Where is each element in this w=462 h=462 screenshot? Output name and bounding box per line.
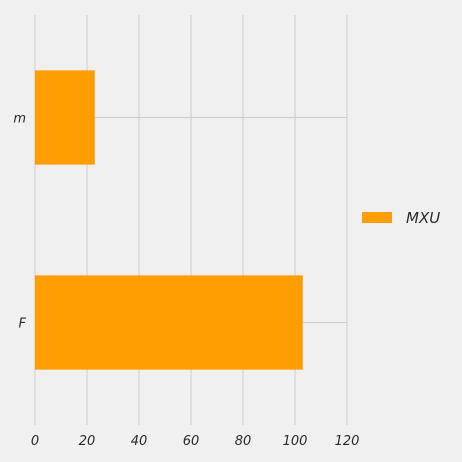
x-tick-label: 0 <box>31 434 39 449</box>
bar-F <box>35 275 303 370</box>
bar-m <box>35 70 95 165</box>
x-tick-label: 80 <box>235 434 252 449</box>
x-tick-label: 40 <box>131 434 148 449</box>
x-tick-label: 20 <box>79 434 96 449</box>
y-axis-ticks: mF <box>13 112 26 332</box>
bars <box>35 70 303 370</box>
legend-swatch <box>362 212 392 223</box>
legend-label: MXU <box>406 209 440 227</box>
legend: MXU <box>362 209 440 227</box>
x-tick-label: 60 <box>183 434 200 449</box>
y-tick-label: F <box>19 317 27 332</box>
x-tick-label: 100 <box>283 434 308 449</box>
x-axis-ticks: 0 20 40 60 80 100 120 <box>31 434 360 449</box>
x-tick-label: 120 <box>335 434 360 449</box>
y-tick-label: m <box>13 112 26 127</box>
